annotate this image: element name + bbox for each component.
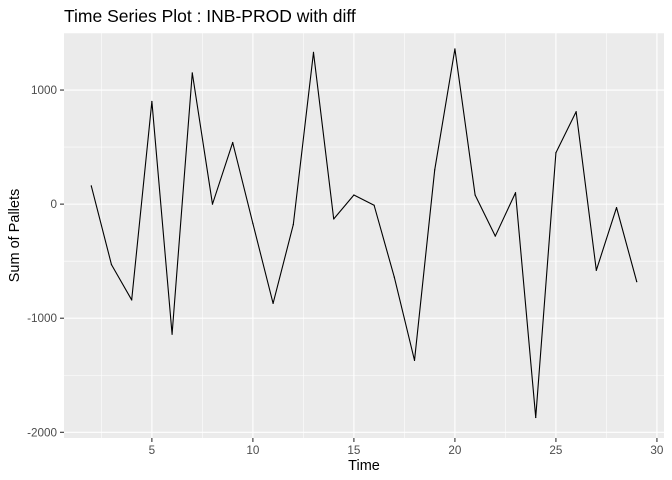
x-tick-label: 15 [347,444,361,457]
y-axis-title: Sum of Pallets [7,189,23,283]
y-tick-label: -1000 [27,312,57,325]
x-tick-label: 10 [246,444,260,457]
data-point [454,48,456,50]
x-axis: 5 10 15 20 25 30 [149,438,664,457]
y-tick-label: 1000 [31,84,58,97]
data-point [595,269,597,271]
data-point [413,359,416,362]
y-tick-label: -2000 [27,426,57,439]
data-point [373,204,375,206]
x-axis-title: Time [348,458,380,474]
data-point [615,206,618,209]
y-axis: -2000 -1000 0 1000 [27,84,64,439]
data-point [555,152,557,154]
x-tick-label: 30 [650,444,664,457]
data-point [151,100,153,103]
data-point [434,169,436,171]
data-point [252,222,254,225]
y-tick-label: 0 [50,198,57,211]
data-point [312,51,315,53]
data-point [131,299,133,301]
data-point [211,203,214,205]
data-point [474,194,476,196]
major-gridlines [64,33,664,438]
data-point [353,194,355,196]
series-layer [90,48,638,419]
data-point [636,281,638,283]
data-point [272,302,274,304]
data-point [232,141,234,144]
data-point [514,192,517,194]
data-point [171,333,173,335]
x-tick-label: 20 [448,444,462,457]
data-point [494,235,496,237]
data-point [191,72,193,74]
plot-panel [64,33,664,438]
data-point [535,416,537,419]
chart-title: Time Series Plot : INB-PROD with diff [64,6,356,26]
x-tick-label: 25 [549,444,563,457]
minor-gridlines [64,32,664,438]
data-point [90,185,92,187]
data-point [575,111,577,113]
series-line [90,48,638,419]
data-point [333,218,335,220]
x-tick-label: 5 [149,444,156,457]
data-point [292,224,294,226]
data-point [110,263,113,266]
data-point [393,276,395,278]
